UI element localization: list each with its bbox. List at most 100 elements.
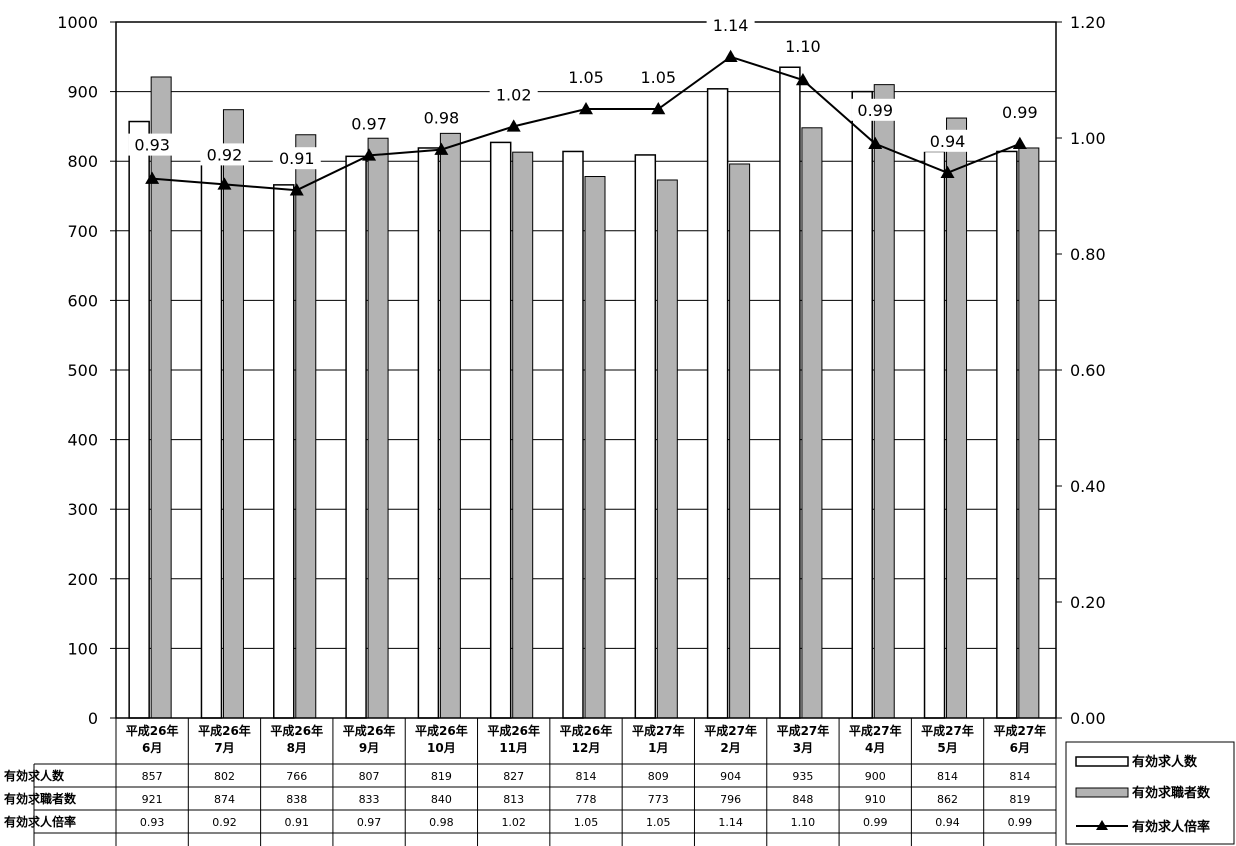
bar-job-seekers xyxy=(729,163,751,719)
ratio-point xyxy=(723,49,738,63)
bar-job-offers xyxy=(923,150,946,719)
bar-job-offers xyxy=(345,155,367,719)
left-tick-label: 0 xyxy=(88,709,98,728)
table-cell: 0.93 xyxy=(140,816,165,829)
bar-job-offers xyxy=(851,90,873,719)
bar-job-offers xyxy=(562,150,584,719)
table-cell: 833 xyxy=(359,793,380,806)
table-cell: 809 xyxy=(648,770,669,783)
ratio-point-label: 0.99 xyxy=(1002,103,1038,122)
point-label-bg xyxy=(562,66,610,88)
right-tick-label: 0.80 xyxy=(1070,245,1106,264)
category-label-month: 12月 xyxy=(572,741,601,755)
point-label-bg xyxy=(128,133,177,156)
table-cell: 1.10 xyxy=(791,816,816,829)
category-label-month: 6月 xyxy=(1010,741,1030,755)
left-tick-label: 100 xyxy=(67,639,98,658)
table-cell: 814 xyxy=(576,770,597,783)
ratio-point-label: 1.05 xyxy=(640,68,676,87)
ratio-point-label: 0.94 xyxy=(930,132,966,151)
category-label-year: 平成26年 xyxy=(560,723,613,738)
table-cell: 827 xyxy=(503,770,524,783)
left-tick-label: 600 xyxy=(67,291,98,310)
right-tick-label: 0.60 xyxy=(1070,361,1106,380)
category-label-month: 10月 xyxy=(427,741,456,755)
table-cell: 0.98 xyxy=(429,816,454,829)
bar-job-seekers xyxy=(801,127,823,719)
bar-job-offers xyxy=(273,184,295,719)
left-tick-label: 700 xyxy=(67,222,98,241)
point-label-bg xyxy=(778,35,827,57)
left-tick-label: 1000 xyxy=(57,13,98,32)
bar-job-seekers xyxy=(873,84,895,719)
ratio-point-label: 1.14 xyxy=(713,16,749,35)
category-label-month: 6月 xyxy=(142,741,162,755)
point-label-bg xyxy=(923,129,972,152)
table-cell: 848 xyxy=(792,793,813,806)
table-cell: 874 xyxy=(214,793,235,806)
bar-job-seekers xyxy=(1018,147,1040,719)
category-label-month: 9月 xyxy=(359,741,379,755)
category-label-year: 平成26年 xyxy=(343,723,396,738)
category-label-year: 平成26年 xyxy=(415,723,468,738)
point-label-bg xyxy=(345,112,394,135)
legend-label: 有効求職者数 xyxy=(1132,785,1211,801)
ratio-point-label: 0.97 xyxy=(351,114,387,133)
table-cell: 838 xyxy=(286,793,307,806)
legend-label: 有効求人倍率 xyxy=(1132,819,1210,835)
category-label-month: 11月 xyxy=(499,741,528,755)
right-tick-label: 0.20 xyxy=(1070,593,1106,612)
table-cell: 857 xyxy=(142,770,163,783)
table-cell: 0.99 xyxy=(1008,816,1033,829)
point-label-bg xyxy=(272,147,321,170)
ratio-point xyxy=(217,177,232,190)
table-cell: 840 xyxy=(431,793,452,806)
table-cell: 802 xyxy=(214,770,235,783)
legend-label: 有効求人数 xyxy=(1132,754,1198,770)
bar-job-seekers xyxy=(656,179,678,719)
table-cell: 819 xyxy=(1009,793,1030,806)
table-cell: 807 xyxy=(359,770,380,783)
category-label-year: 平成26年 xyxy=(270,723,323,738)
ratio-point-label: 1.02 xyxy=(496,85,532,104)
bar-job-offers xyxy=(417,147,440,719)
ratio-point xyxy=(868,136,883,150)
ratio-point-label: 1.10 xyxy=(785,37,821,56)
left-tick-label: 300 xyxy=(67,500,98,519)
ratio-point xyxy=(795,73,810,86)
point-label-bg xyxy=(489,83,538,106)
table-cell: 910 xyxy=(865,793,886,806)
legend-swatch-ratio-marker xyxy=(1096,820,1108,830)
left-tick-label: 400 xyxy=(67,431,98,450)
category-label-month: 2月 xyxy=(720,741,740,755)
table-cell: 900 xyxy=(865,770,886,783)
bar-job-seekers xyxy=(150,76,172,719)
bar-job-seekers xyxy=(222,109,244,719)
table-cell: 0.94 xyxy=(935,816,960,829)
category-label-month: 4月 xyxy=(865,741,885,755)
ratio-point xyxy=(579,102,593,115)
category-label-month: 5月 xyxy=(937,741,957,755)
table-cell: 813 xyxy=(503,793,524,806)
point-label-bg xyxy=(417,106,466,129)
left-tick-label: 500 xyxy=(67,361,98,380)
bar-job-offers xyxy=(706,88,729,719)
table-cell: 0.99 xyxy=(863,816,888,829)
bar-job-seekers xyxy=(512,151,534,719)
ratio-point-label: 1.05 xyxy=(568,68,604,87)
ratio-point xyxy=(434,142,449,155)
category-label-year: 平成27年 xyxy=(993,723,1046,738)
bar-job-offers xyxy=(779,66,801,719)
ratio-point xyxy=(362,148,377,161)
ratio-point-label: 0.92 xyxy=(207,145,243,164)
table-cell: 773 xyxy=(648,793,669,806)
category-label-month: 1月 xyxy=(648,741,668,755)
left-tick-label: 200 xyxy=(67,570,98,589)
category-label-year: 平成27年 xyxy=(849,723,902,738)
ratio-point xyxy=(506,119,521,132)
category-label-year: 平成26年 xyxy=(126,723,179,738)
table-cell: 814 xyxy=(1009,770,1030,783)
table-cell: 1.02 xyxy=(501,816,526,829)
point-label-bg xyxy=(200,143,249,166)
